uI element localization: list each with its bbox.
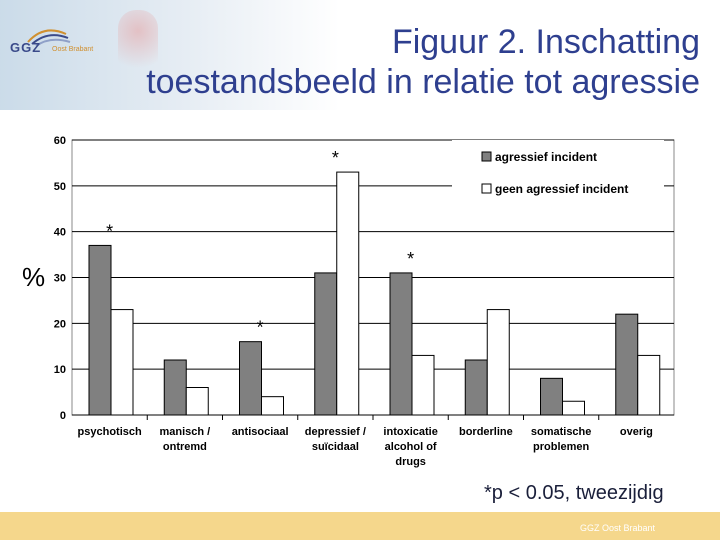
legend-swatch	[481, 183, 492, 194]
header-photo	[0, 0, 340, 110]
legend-label: geen agressief incident	[495, 182, 628, 196]
bar-chart: 0 10 20 30 40 50 60 psychotisch * manisch / ontrem…	[54, 135, 675, 468]
significance-marker: *	[407, 249, 414, 269]
x-tick-label: manisch /	[160, 426, 211, 438]
significance-marker: *	[257, 318, 264, 338]
bar-geen-agressief	[336, 171, 360, 416]
y-tick-label: 40	[54, 227, 66, 239]
y-tick-label: 30	[54, 273, 66, 285]
legend-swatch	[481, 151, 492, 162]
bar-geen-agressief	[637, 354, 661, 416]
y-tick-label: 10	[54, 364, 66, 376]
bar-geen-agressief	[562, 400, 585, 416]
x-tick-label: suïcidaal	[312, 441, 359, 453]
bar-geen-agressief	[185, 387, 209, 416]
significance-marker: *	[106, 221, 113, 241]
bar-geen-agressief	[261, 396, 284, 416]
footer-text: GGZ Oost Brabant	[580, 523, 656, 533]
bar-agressief	[314, 272, 338, 416]
bar-agressief	[389, 272, 413, 416]
photo-figure	[118, 10, 158, 80]
y-tick-label: 60	[54, 135, 66, 147]
y-tick-label: 50	[54, 181, 66, 193]
x-tick-label: ontremd	[163, 441, 207, 453]
y-tick-label: 0	[60, 410, 66, 422]
x-tick-label: somatische	[531, 426, 592, 438]
header-banner: GGZ Oost Brabant Figuur 2. Inschatting t…	[0, 0, 720, 120]
bar-agressief	[163, 359, 187, 416]
y-tick-label: 20	[54, 318, 66, 330]
x-tick-label: drugs	[395, 456, 426, 468]
y-axis-label: %	[22, 262, 46, 292]
logo-text: GGZ	[10, 40, 42, 55]
title-line-1: Figuur 2. Inschatting	[391, 23, 700, 61]
bar-agressief	[88, 244, 112, 416]
bar-agressief	[615, 313, 639, 416]
significance-note: *p < 0.05, tweezijdig	[484, 482, 664, 504]
x-tick-label: psychotisch	[78, 426, 142, 438]
x-tick-label: intoxicatie	[383, 426, 437, 438]
x-tick-label: overig	[620, 426, 653, 438]
bar-geen-agressief	[110, 309, 134, 416]
bar-geen-agressief	[486, 309, 510, 416]
ggz-logo-icon	[27, 29, 71, 47]
bar-agressief	[239, 341, 262, 416]
legend-label: agressief incident	[495, 150, 597, 164]
title-line-2: toestandsbeeld in relatie tot agressie	[146, 63, 700, 101]
logo-subtext: Oost Brabant	[52, 46, 94, 53]
x-tick-label: alcohol of	[385, 441, 437, 453]
x-tick-label: problemen	[533, 441, 590, 453]
bar-agressief	[464, 359, 488, 416]
footer-bar	[0, 512, 720, 540]
bar-geen-agressief	[411, 354, 435, 416]
significance-marker: *	[332, 148, 339, 168]
x-tick-label: borderline	[459, 426, 513, 438]
x-tick-label: antisociaal	[232, 426, 289, 438]
page-title: Figuur 2. Inschatting toestandsbeeld in …	[20, 22, 700, 102]
bar-agressief	[540, 377, 563, 416]
x-tick-label: depressief /	[305, 426, 366, 438]
